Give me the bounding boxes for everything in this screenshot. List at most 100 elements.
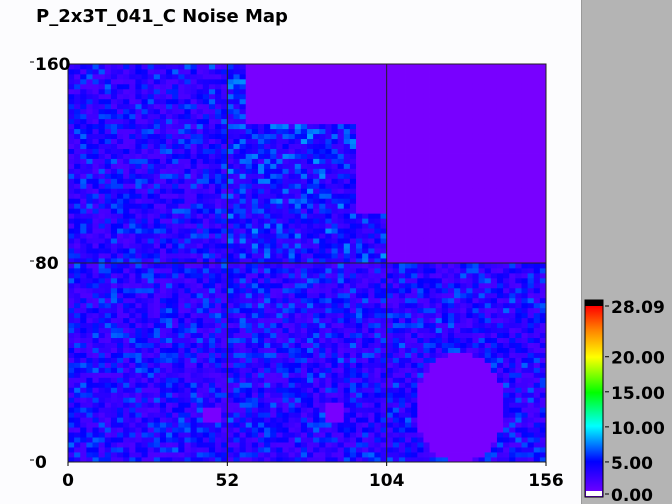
heatmap-cell xyxy=(337,347,345,353)
heatmap-cell xyxy=(117,442,124,448)
heatmap-cell xyxy=(215,357,222,363)
heatmap-cell xyxy=(319,392,326,398)
heatmap-cell xyxy=(110,397,118,403)
heatmap-cell xyxy=(141,83,149,90)
heatmap-cell xyxy=(202,178,210,184)
heatmap-cell xyxy=(288,362,296,368)
heatmap-cell xyxy=(172,452,179,458)
heatmap-cell xyxy=(153,272,161,279)
heatmap-cell xyxy=(270,302,277,309)
heatmap-cell xyxy=(202,64,210,70)
heatmap-cell xyxy=(349,337,357,343)
heatmap-cell xyxy=(257,88,265,95)
heatmap-cell xyxy=(92,272,100,279)
heatmap-cell xyxy=(417,103,424,110)
heatmap-cell xyxy=(343,322,351,329)
heatmap-cell xyxy=(441,78,449,85)
heatmap-cell xyxy=(441,367,449,373)
heatmap-cell xyxy=(233,452,240,458)
heatmap-cell xyxy=(423,422,430,428)
heatmap-cell xyxy=(86,158,93,164)
heatmap-cell xyxy=(68,183,75,189)
heatmap-cell xyxy=(178,342,185,348)
heatmap-cell xyxy=(441,263,449,269)
heatmap-cell xyxy=(172,233,179,239)
heatmap-cell xyxy=(374,143,381,149)
heatmap-cell xyxy=(251,432,259,438)
heatmap-cell xyxy=(178,128,185,135)
heatmap-cell xyxy=(288,223,296,229)
heatmap-cell xyxy=(123,143,130,149)
heatmap-cell xyxy=(80,387,87,393)
heatmap-cell xyxy=(398,183,406,189)
heatmap-cell xyxy=(294,108,302,115)
heatmap-cell xyxy=(411,322,418,329)
heatmap-cell xyxy=(86,432,93,438)
heatmap-cell xyxy=(282,228,290,234)
heatmap-cell xyxy=(208,352,216,358)
heatmap-cell xyxy=(398,347,406,353)
heatmap-cell xyxy=(104,437,112,443)
heatmap-cell xyxy=(337,297,345,304)
heatmap-cell xyxy=(288,128,296,135)
heatmap-cell xyxy=(80,153,87,159)
heatmap-cell xyxy=(208,68,216,75)
heatmap-cell xyxy=(196,128,204,135)
heatmap-cell xyxy=(233,387,240,393)
heatmap-cell xyxy=(251,387,259,393)
heatmap-cell xyxy=(239,238,247,244)
heatmap-cell xyxy=(405,437,412,443)
heatmap-cell xyxy=(300,307,308,314)
heatmap-cell xyxy=(202,113,210,120)
heatmap-cell xyxy=(74,302,81,309)
heatmap-cell xyxy=(307,213,314,219)
heatmap-cell xyxy=(159,193,167,199)
heatmap-cell xyxy=(74,347,81,353)
heatmap-cell xyxy=(86,327,93,334)
heatmap-cell xyxy=(423,432,430,438)
heatmap-cell xyxy=(172,412,179,418)
heatmap-cell xyxy=(153,263,161,269)
heatmap-cell xyxy=(68,272,75,279)
heatmap-cell xyxy=(172,277,179,284)
heatmap-cell xyxy=(288,118,296,125)
heatmap-cell xyxy=(80,402,87,408)
heatmap-cell xyxy=(227,402,234,408)
heatmap-cell xyxy=(380,387,388,393)
heatmap-cell xyxy=(86,362,93,368)
heatmap-cell xyxy=(80,357,87,363)
heatmap-cell xyxy=(270,267,277,274)
heatmap-cell xyxy=(435,292,443,299)
heatmap-cell xyxy=(190,267,198,274)
heatmap-cell xyxy=(300,148,308,154)
heatmap-cell xyxy=(92,158,100,164)
heatmap-cell xyxy=(117,327,124,334)
heatmap-cell xyxy=(159,267,167,274)
heatmap-cell xyxy=(447,317,455,324)
heatmap-cell xyxy=(417,342,424,348)
heatmap-cell xyxy=(251,218,259,224)
heatmap-cell xyxy=(153,352,161,358)
heatmap-cell xyxy=(74,437,81,443)
heatmap-cell xyxy=(343,153,351,159)
heatmap-cell xyxy=(300,133,308,140)
heatmap-cell xyxy=(135,307,142,314)
heatmap-cell xyxy=(331,173,339,179)
heatmap-cell xyxy=(423,342,430,348)
heatmap-cell xyxy=(184,327,191,334)
heatmap-cell xyxy=(239,103,247,110)
heatmap-cell xyxy=(264,422,271,428)
heatmap-cell xyxy=(343,387,351,393)
heatmap-cell xyxy=(98,168,106,174)
heatmap-cell xyxy=(349,447,357,453)
heatmap-cell xyxy=(288,113,296,120)
heatmap-cell xyxy=(184,88,191,95)
heatmap-cell xyxy=(178,457,185,463)
heatmap-cell xyxy=(411,457,418,463)
heatmap-cell xyxy=(117,382,124,388)
heatmap-cell xyxy=(313,382,320,388)
heatmap-cell xyxy=(141,183,149,189)
heatmap-cell xyxy=(392,287,400,294)
heatmap-cell xyxy=(386,297,394,304)
heatmap-cell xyxy=(429,248,437,254)
